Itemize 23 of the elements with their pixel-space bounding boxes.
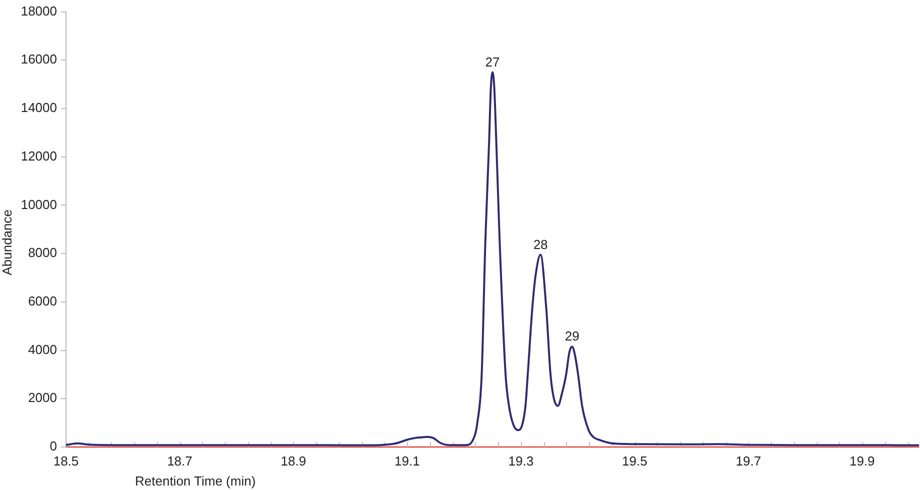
x-tick-label: 19.3 xyxy=(508,453,534,468)
x-tick-label: 18.5 xyxy=(53,453,79,468)
y-tick-label: 4000 xyxy=(28,342,57,357)
y-tick-label: 14000 xyxy=(20,100,57,116)
y-tick-label: 18000 xyxy=(20,3,57,18)
x-tick-label: 19.9 xyxy=(849,453,875,468)
y-tick-label: 6000 xyxy=(28,294,57,309)
y-tick-label: 10000 xyxy=(20,196,57,212)
y-axis-title: Abundance xyxy=(0,210,15,276)
x-tick-label: 18.9 xyxy=(280,453,306,468)
y-tick-label: 0 xyxy=(50,438,57,454)
annotation: 27 xyxy=(485,54,500,70)
y-tick-label: 8000 xyxy=(28,245,57,260)
y-tick-label: 16000 xyxy=(20,52,57,67)
annotation: 28 xyxy=(533,236,548,252)
x-tick-label: 19.7 xyxy=(736,453,762,468)
y-tick-label: 12000 xyxy=(20,148,57,164)
annotation: 29 xyxy=(564,328,580,344)
x-tick-label: 19.1 xyxy=(394,453,420,468)
x-axis-title: Retention Time (min) xyxy=(135,474,256,489)
x-tick-label: 19.5 xyxy=(622,453,648,468)
x-tick-label: 18.7 xyxy=(167,453,192,468)
y-tick-label: 2000 xyxy=(28,390,57,406)
